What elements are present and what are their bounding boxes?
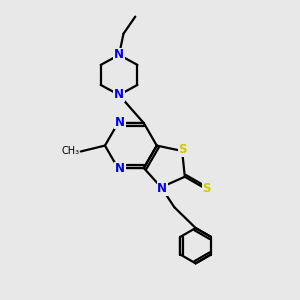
Text: CH₃: CH₃ [61, 146, 79, 157]
Text: S: S [178, 143, 187, 156]
Text: N: N [157, 182, 167, 195]
Text: N: N [115, 116, 125, 129]
Text: N: N [115, 162, 125, 176]
Text: N: N [114, 88, 124, 101]
Text: S: S [202, 182, 211, 195]
Text: N: N [114, 48, 124, 62]
